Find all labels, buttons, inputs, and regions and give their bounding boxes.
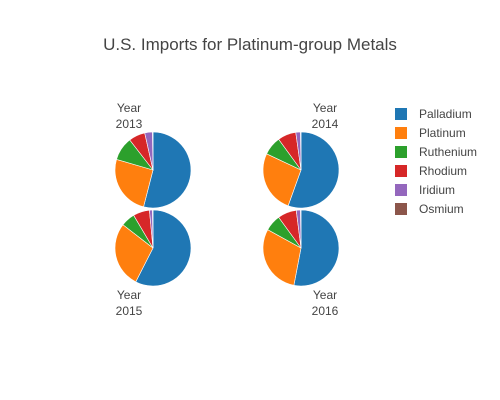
legend: Palladium Platinum Ruthenium Rhodium Iri…: [395, 107, 477, 216]
legend-swatch: [395, 165, 407, 177]
pie-title-year-value: 2014: [312, 117, 339, 131]
legend-item-osmium[interactable]: Osmium: [395, 202, 464, 216]
pie-title-year-label: Year: [117, 288, 141, 302]
pie-title-year-label: Year: [117, 101, 141, 115]
pie-2016[interactable]: Year 2016: [262, 209, 340, 318]
chart-title: U.S. Imports for Platinum-group Metals: [103, 35, 397, 54]
legend-item-rhodium[interactable]: Rhodium: [395, 164, 467, 178]
legend-label: Osmium: [419, 202, 464, 216]
legend-item-iridium[interactable]: Iridium: [395, 183, 455, 197]
pie-slice-palladium[interactable]: [135, 209, 192, 287]
legend-swatch: [395, 127, 407, 139]
pie-slice-platinum[interactable]: [262, 229, 302, 286]
legend-swatch: [395, 184, 407, 196]
legend-label: Palladium: [419, 107, 472, 121]
pie-slice-platinum[interactable]: [114, 159, 154, 208]
legend-swatch: [395, 146, 407, 158]
pie-title-year-label: Year: [313, 101, 337, 115]
pie-slice-palladium[interactable]: [143, 131, 192, 209]
legend-item-ruthenium[interactable]: Ruthenium: [395, 145, 477, 159]
legend-item-platinum[interactable]: Platinum: [395, 126, 466, 140]
legend-label: Iridium: [419, 183, 455, 197]
pie-slice-palladium[interactable]: [293, 209, 340, 287]
legend-item-palladium[interactable]: Palladium: [395, 107, 472, 121]
pie-slice-palladium[interactable]: [287, 131, 340, 209]
legend-label: Ruthenium: [419, 145, 477, 159]
legend-label: Platinum: [419, 126, 466, 140]
pie-title-year-label: Year: [313, 288, 337, 302]
pie-2014[interactable]: Year 2014: [262, 101, 340, 209]
legend-swatch: [395, 203, 407, 215]
pie-title-year-value: 2013: [116, 117, 143, 131]
legend-label: Rhodium: [419, 164, 467, 178]
pie-title-year-value: 2016: [312, 304, 339, 318]
legend-swatch: [395, 108, 407, 120]
pie-title-year-value: 2015: [116, 304, 143, 318]
pie-2013[interactable]: Year 2013: [114, 101, 192, 209]
pie-slice-platinum[interactable]: [262, 153, 302, 207]
pie-slice-platinum[interactable]: [114, 224, 154, 283]
pie-2015[interactable]: Year 2015: [114, 209, 192, 318]
